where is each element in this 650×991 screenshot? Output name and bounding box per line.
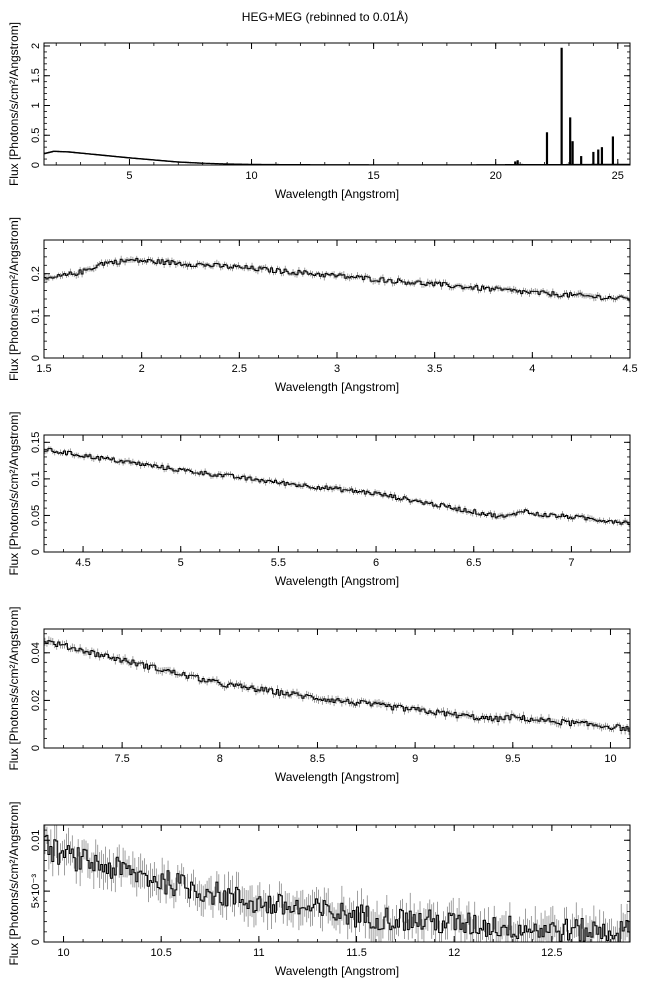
y-tick-label: 0.1 (30, 308, 42, 323)
x-tick-label: 2 (139, 363, 145, 375)
x-tick-label: 11.5 (346, 947, 367, 959)
y-tick-label: 1.5 (30, 68, 42, 83)
y-tick-label: 0.01 (30, 830, 42, 851)
y-tick-label: 2 (30, 43, 42, 49)
panel-4: 7.5 8 8.5 9 9.5 10 0 0.02 0.04 Wavelength [Angstr… (7, 606, 631, 784)
x-tick-label: 10 (245, 170, 257, 182)
x-axis-label: Wavelength [Angstrom] (275, 187, 399, 201)
error-bars (44, 636, 630, 736)
x-axis-label: Wavelength [Angstrom] (275, 380, 399, 394)
plot-frame (43, 239, 631, 359)
x-tick-label: 25 (612, 170, 624, 182)
plot-frame (43, 824, 631, 943)
y-axis-label: Flux [Photons/s/cm²/Angstrom] (7, 217, 21, 381)
plot-frame (43, 434, 631, 553)
figure-title: HEG+MEG (rebinned to 0.01Å) (241, 10, 409, 24)
panel-2: 1.5 2 2.5 3 3.5 4 4.5 0 0.1 0.2 Wavelength [Angstr… (7, 217, 638, 394)
x-tick-label: 10 (57, 947, 69, 959)
x-tick-label: 6 (373, 557, 379, 569)
x-tick-label: 3 (334, 363, 340, 375)
x-axis-label: Wavelength [Angstrom] (275, 964, 399, 978)
y-tick-label: 0.5 (30, 128, 42, 143)
spectrum-line (44, 257, 630, 301)
y-tick-label: 0 (30, 939, 42, 945)
x-tick-label: 6.5 (466, 557, 481, 569)
x-tick-label: 10 (604, 753, 616, 765)
error-bars (44, 825, 630, 942)
y-axis-label: Flux [Photons/s/cm²/Angstrom] (7, 606, 21, 770)
x-tick-label: 2.5 (232, 363, 247, 375)
y-tick-label: 0.04 (30, 642, 42, 663)
x-tick-label: 20 (490, 170, 502, 182)
panel-1: 5 10 15 20 25 0 0.5 1 1.5 2 Wavelength [Angstrom] F… (7, 22, 631, 201)
x-tick-label: 4 (529, 363, 535, 375)
x-tick-label: 4.5 (75, 557, 90, 569)
x-tick-label: 11 (253, 947, 264, 959)
spectrum-line (44, 447, 630, 525)
y-tick-label: 0 (30, 162, 42, 168)
x-tick-label: 12 (448, 947, 460, 959)
x-tick-label: 5 (178, 557, 184, 569)
x-tick-label: 10.5 (150, 947, 171, 959)
x-tick-label: 5.5 (271, 557, 286, 569)
panel-3: 4.5 5 5.5 6 6.5 7 0 0.05 0.1 0.15 Wavelength [Angs… (7, 411, 631, 588)
y-axis-label: Flux [Photons/s/cm²/Angstrom] (7, 22, 21, 186)
x-tick-label: 7.5 (114, 753, 129, 765)
x-tick-label: 9.5 (505, 753, 520, 765)
y-tick-label: 0 (30, 549, 42, 555)
x-tick-label: 15 (368, 170, 380, 182)
plot-frame (43, 628, 631, 749)
x-tick-label: 1.5 (36, 363, 51, 375)
continuum-band (44, 150, 204, 164)
x-tick-label: 12.5 (541, 947, 562, 959)
x-tick-label: 4.5 (622, 363, 637, 375)
x-tick-label: 5 (126, 170, 132, 182)
spectrum-line (44, 834, 630, 942)
plot-frame (43, 42, 631, 166)
y-axis-label: Flux [Photons/s/cm²/Angstrom] (7, 801, 21, 965)
y-tick-label: 0.1 (30, 471, 42, 486)
y-tick-label: 0 (30, 745, 42, 751)
y-axis-label: Flux [Photons/s/cm²/Angstrom] (7, 411, 21, 575)
panel-5: 10 10.5 11 11.5 12 12.5 0 5×10⁻³ 0.01 Wavelength … (7, 801, 631, 978)
x-tick-label: 8.5 (310, 753, 325, 765)
y-tick-label: 0.15 (30, 432, 42, 453)
y-tick-label: 5×10⁻³ (30, 874, 42, 909)
x-tick-label: 8 (217, 753, 223, 765)
y-tick-label: 1 (30, 102, 42, 108)
x-tick-label: 9 (412, 753, 418, 765)
error-bars (44, 255, 630, 303)
y-tick-label: 0.02 (30, 690, 42, 711)
x-tick-label: 7 (568, 557, 574, 569)
spectrum-line (44, 640, 630, 732)
y-tick-label: 0.05 (30, 505, 42, 526)
x-tick-label: 3.5 (427, 363, 442, 375)
y-tick-label: 0.2 (30, 266, 42, 281)
y-tick-label: 0 (30, 355, 42, 361)
x-axis-label: Wavelength [Angstrom] (275, 770, 399, 784)
x-axis-label: Wavelength [Angstrom] (275, 574, 399, 588)
